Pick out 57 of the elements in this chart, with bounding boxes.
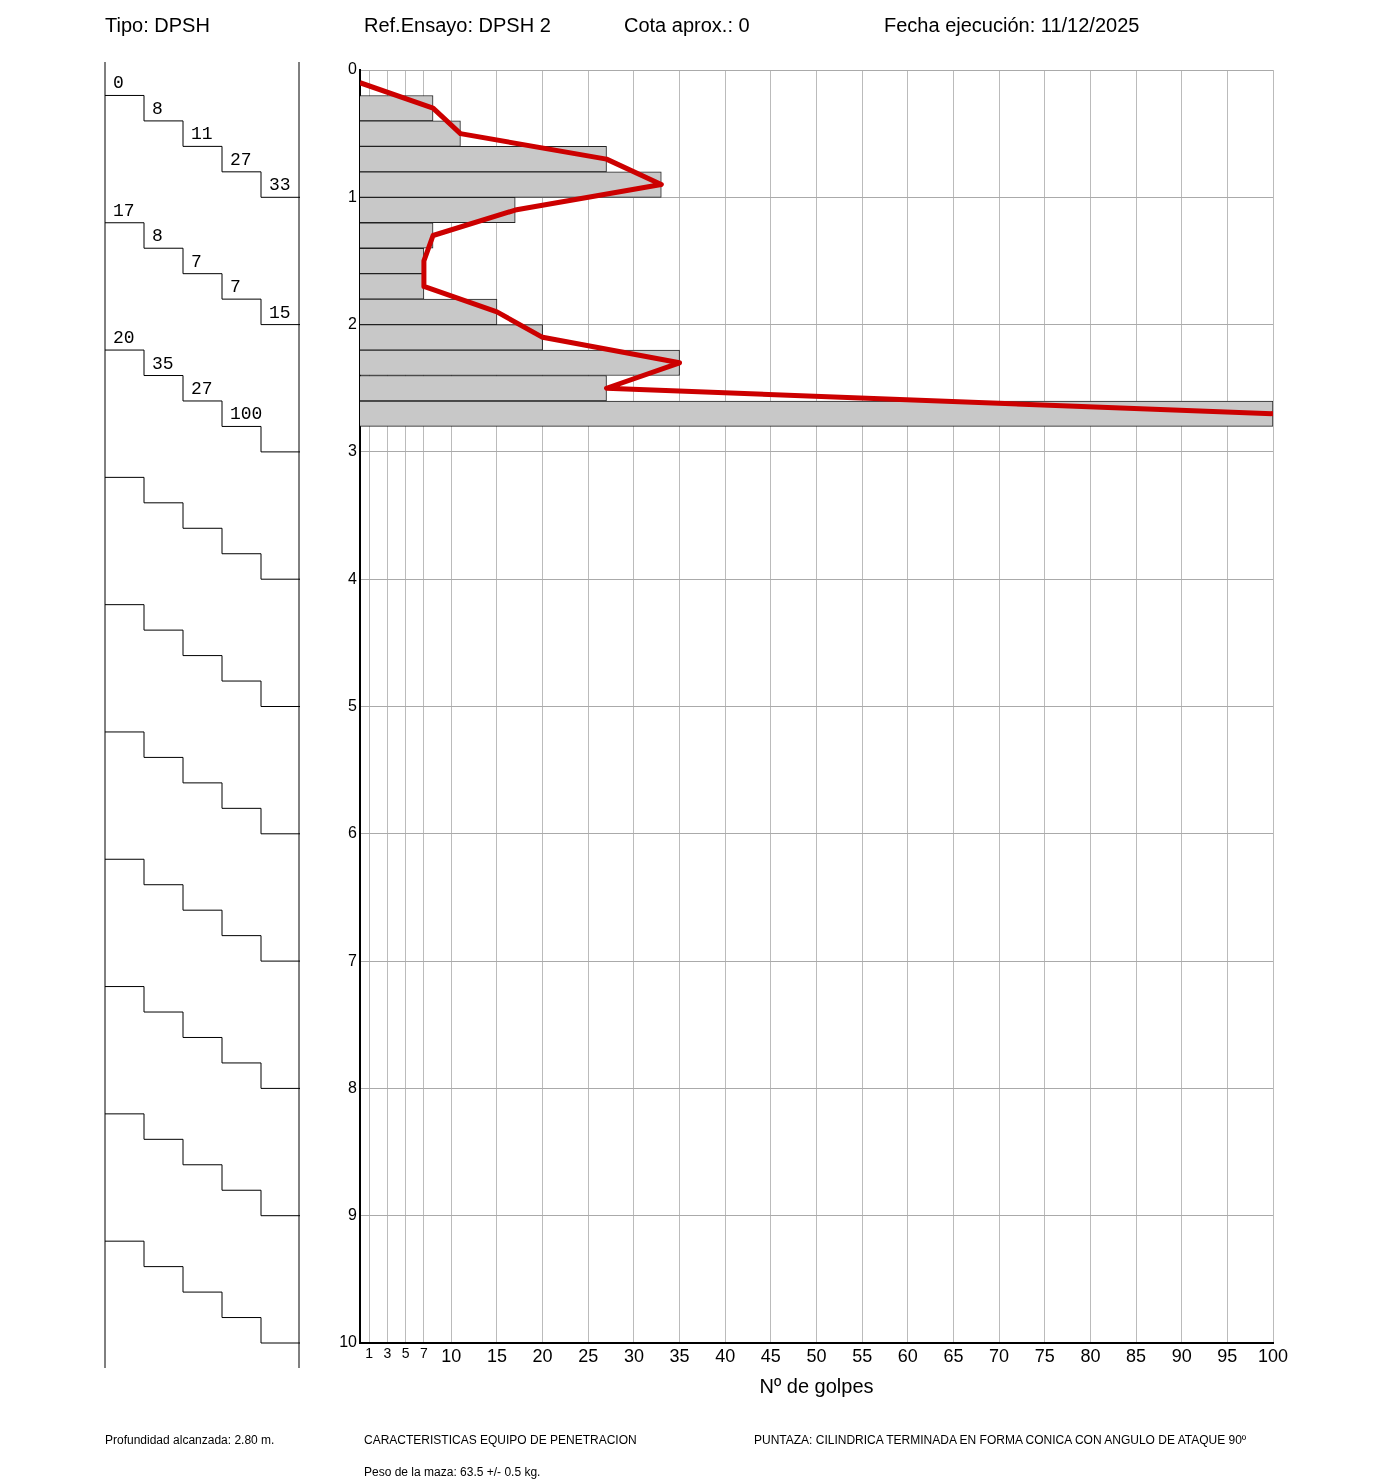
x-tick-label: 70 <box>989 1345 1010 1366</box>
text: 8 <box>152 226 163 247</box>
x-axis-title: Nº de golpes <box>759 1374 874 1397</box>
y-tick-label: 10 <box>339 1333 358 1351</box>
x-tick-label: 7 <box>420 1345 429 1362</box>
y-tick-label: 2 <box>348 315 358 333</box>
x-tick-label: 40 <box>715 1345 736 1366</box>
text: Peso de la maza: 63.5 +/- 0.5 kg. <box>364 1465 541 1479</box>
x-tick-label: 80 <box>1080 1345 1101 1366</box>
text: 15 <box>269 302 291 323</box>
x-tick-label: 95 <box>1217 1345 1238 1366</box>
text: 11 <box>191 124 213 145</box>
text: Ref.Ensayo: DPSH 2 <box>364 14 551 37</box>
text: 0 <box>113 73 124 94</box>
text: 7 <box>191 251 202 272</box>
x-tick-label: 20 <box>532 1345 553 1366</box>
text: 17 <box>113 200 135 221</box>
y-tick-label: 4 <box>348 569 358 587</box>
x-tick-label: 50 <box>806 1345 827 1366</box>
text: Tipo: DPSH <box>105 14 210 37</box>
x-tick-label: 90 <box>1171 1345 1192 1366</box>
x-tick-label: 25 <box>578 1345 599 1366</box>
text: Profundidad alcanzada: 2.80 m. <box>105 1433 275 1447</box>
text: 33 <box>269 175 291 196</box>
text: 7 <box>230 277 241 298</box>
x-tick-label: 30 <box>623 1345 644 1366</box>
y-tick-label: 0 <box>348 60 358 78</box>
y-tick-label: 7 <box>348 951 358 969</box>
x-tick-label: 45 <box>760 1345 781 1366</box>
x-tick-label: 10 <box>441 1345 462 1366</box>
text: 27 <box>230 149 252 170</box>
text: 100 <box>230 404 263 425</box>
text: 27 <box>191 378 213 399</box>
text: Fecha ejecución: 11/12/2025 <box>884 14 1140 37</box>
y-tick-label: 8 <box>348 1078 358 1096</box>
x-tick-label: 15 <box>486 1345 507 1366</box>
x-tick-label: 65 <box>943 1345 964 1366</box>
y-tick-label: 3 <box>348 442 358 460</box>
x-tick-label: 85 <box>1126 1345 1147 1366</box>
x-tick-label: 75 <box>1034 1345 1055 1366</box>
x-tick-label: 100 <box>1257 1345 1289 1366</box>
x-tick-label: 35 <box>669 1345 690 1366</box>
y-tick-label: 5 <box>348 696 358 714</box>
x-tick-label: 55 <box>852 1345 873 1366</box>
x-tick-label: 3 <box>383 1345 392 1362</box>
y-tick-label: 1 <box>348 187 358 205</box>
text: 8 <box>152 98 163 119</box>
text: 20 <box>113 328 135 349</box>
y-tick-label: 9 <box>348 1206 358 1224</box>
x-tick-label: 1 <box>365 1345 374 1362</box>
x-tick-label: 5 <box>401 1345 410 1362</box>
text: PUNTAZA: CILINDRICA TERMINADA EN FORMA CONICA CON ANGULO DE ATAQUE 90º <box>754 1433 1247 1447</box>
text: Cota aprox.: 0 <box>624 14 750 37</box>
x-tick-label: 60 <box>897 1345 918 1366</box>
text: 35 <box>152 353 174 374</box>
y-tick-label: 6 <box>348 824 358 842</box>
text: CARACTERISTICAS EQUIPO DE PENETRACION <box>364 1433 637 1447</box>
